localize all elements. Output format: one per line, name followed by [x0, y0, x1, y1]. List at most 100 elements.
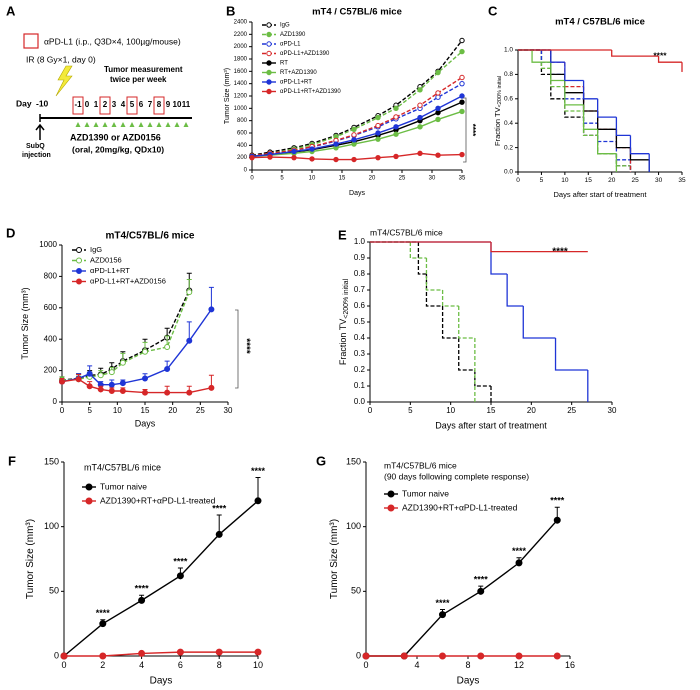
legend-label: RT: [280, 61, 288, 67]
data-point: [176, 648, 184, 656]
treatment-day: [147, 122, 153, 127]
data-point: [393, 153, 399, 160]
survival-step: [615, 129, 631, 149]
data-point: [351, 137, 357, 143]
y-tick-label: 0.8: [504, 71, 513, 78]
treatment-day: [174, 122, 180, 127]
data-point: [553, 652, 561, 660]
x-tick-label: 0: [61, 660, 66, 670]
y-axis-label-main: Tumor Size (mm³): [20, 287, 30, 359]
legend-marker: [266, 69, 272, 76]
chart-title: mT4/C57BL/6 mice: [84, 462, 161, 472]
y-tick-label: 600: [237, 131, 248, 137]
legend-marker: [387, 490, 395, 498]
x-tick-label: 5: [280, 176, 284, 182]
treatment-day: [93, 122, 99, 127]
x-tick-label: 35: [459, 176, 466, 182]
legend-label: αPD-L1+RT+AZD1390: [280, 89, 341, 95]
survival-step: [522, 306, 556, 339]
x-tick-label: 15: [339, 176, 346, 182]
survival-step: [531, 50, 551, 63]
series-line: [63, 500, 259, 657]
y-axis-label-sub: <200% initial: [343, 278, 350, 318]
data-point: [99, 620, 107, 628]
legend-label: RT+AZD1390: [280, 70, 317, 76]
x-tick-label: 10: [446, 406, 455, 415]
survival-step: [441, 290, 459, 307]
data-point: [435, 116, 441, 123]
y-axis-label-main: Tumor Size (mm³): [25, 519, 36, 599]
survival-step: [425, 258, 443, 291]
data-point: [351, 156, 357, 163]
x-tick-label: 5: [540, 177, 544, 184]
y-tick-label: 400: [44, 334, 58, 343]
data-point: [459, 48, 465, 55]
timeline-day: 1: [94, 100, 99, 109]
y-tick-label: 0.1: [354, 381, 366, 390]
y-tick-label: 1200: [234, 94, 248, 100]
timeline-day: 4: [121, 100, 126, 109]
y-tick-label: 0: [244, 168, 248, 174]
survival-step: [564, 74, 584, 94]
x-tick-label: 4: [414, 660, 419, 670]
legend-label: Tumor naive: [402, 488, 449, 498]
x-tick-label: 15: [487, 406, 496, 415]
data-point: [375, 114, 381, 121]
data-point: [515, 652, 523, 660]
drug-label: AZD1390 or AZD0156: [70, 132, 161, 142]
timeline-day: 9: [166, 100, 171, 109]
x-tick-label: 0: [516, 177, 520, 184]
y-tick-label: 0: [53, 397, 58, 406]
y-tick-label: 100: [44, 521, 59, 531]
series-line: [61, 378, 212, 394]
survival-step: [540, 50, 551, 69]
y-tick-label: 0.5: [354, 317, 366, 326]
series-line: [61, 308, 212, 386]
legend-marker: [76, 278, 82, 285]
x-tick-label: 30: [429, 176, 436, 182]
x-tick-label: 10: [253, 660, 263, 670]
data-point: [553, 516, 561, 524]
treatment-day: [120, 122, 126, 127]
legend-label: αPD-L1: [280, 42, 301, 48]
treatment-day: [183, 122, 189, 127]
y-tick-label: 0.3: [354, 349, 366, 358]
data-point: [459, 37, 465, 44]
x-tick-label: 4: [139, 660, 144, 670]
survival-step: [550, 62, 565, 82]
significance-label: ****: [435, 598, 450, 608]
legend-marker: [266, 88, 272, 95]
x-tick-label: 16: [565, 660, 575, 670]
x-tick-label: 25: [632, 177, 640, 184]
chart-title: mT4 / C57BL/6 mice: [555, 17, 645, 28]
x-tick-label: 30: [608, 406, 617, 415]
data-point: [477, 587, 485, 595]
legend-label: AZD0156: [90, 255, 122, 264]
x-axis-label: Days after start of treatment: [435, 420, 547, 430]
data-point: [291, 148, 297, 155]
dose-box: [72, 96, 84, 115]
data-point: [351, 126, 357, 133]
data-point: [417, 150, 423, 157]
survival-step: [582, 80, 598, 100]
series-line: [366, 519, 558, 657]
data-point: [459, 80, 465, 87]
data-point: [333, 141, 339, 147]
survival-step: [597, 129, 617, 155]
dose-box: [99, 96, 111, 115]
measurement-label: twice per week: [110, 75, 167, 84]
survival-step: [615, 129, 631, 149]
data-point: [435, 94, 441, 100]
treatment-day: [102, 122, 108, 127]
y-tick-label: 0: [356, 650, 361, 660]
x-tick-label: 25: [567, 406, 576, 415]
survival-step: [597, 111, 617, 130]
timeline-day: 7: [148, 100, 153, 109]
data-point: [439, 652, 446, 660]
legend-marker: [76, 268, 82, 274]
data-point: [164, 389, 171, 396]
y-tick-label: 150: [44, 456, 59, 466]
data-point: [267, 154, 273, 160]
chart-title: mT4 / C57BL/6 mice: [312, 7, 402, 18]
